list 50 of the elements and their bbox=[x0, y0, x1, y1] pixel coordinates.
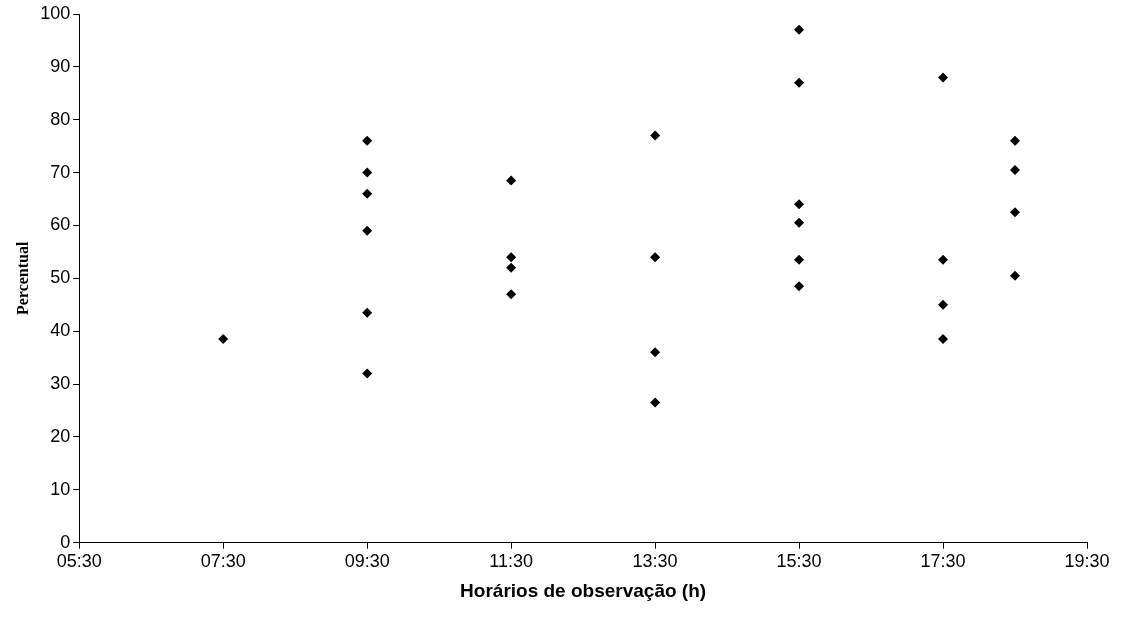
point bbox=[938, 334, 949, 345]
y-tick-label: 50 bbox=[50, 267, 71, 288]
point bbox=[794, 24, 805, 35]
point bbox=[794, 254, 805, 265]
y-tick-label: 20 bbox=[50, 425, 71, 446]
x-tick-label: 15:30 bbox=[776, 551, 822, 572]
y-tick-label: 30 bbox=[50, 372, 71, 393]
y-tick-label: 40 bbox=[50, 320, 71, 341]
point bbox=[1010, 207, 1021, 218]
point bbox=[506, 262, 517, 273]
point bbox=[506, 252, 517, 263]
y-tick-label: 90 bbox=[50, 55, 71, 76]
point bbox=[794, 77, 805, 88]
point bbox=[650, 252, 661, 263]
point bbox=[362, 135, 373, 146]
point bbox=[794, 199, 805, 210]
x-tick-label: 19:30 bbox=[1064, 551, 1110, 572]
point bbox=[938, 254, 949, 265]
y-tick-label: 10 bbox=[50, 478, 71, 499]
y-axis-title: Percentual bbox=[13, 241, 31, 316]
y-tick-label: 80 bbox=[50, 108, 71, 129]
x-tick-label: 17:30 bbox=[920, 551, 966, 572]
point bbox=[650, 130, 661, 141]
x-tick-label: 09:30 bbox=[344, 551, 390, 572]
point bbox=[938, 72, 949, 83]
point bbox=[1010, 135, 1021, 146]
point bbox=[362, 368, 373, 379]
point bbox=[794, 217, 805, 228]
point bbox=[362, 307, 373, 318]
y-tick-label: 70 bbox=[50, 161, 71, 182]
y-tick-label: 100 bbox=[40, 2, 71, 23]
x-tick-label: 05:30 bbox=[56, 551, 102, 572]
point bbox=[1010, 270, 1021, 281]
point bbox=[506, 175, 517, 186]
point bbox=[506, 289, 517, 300]
y-tick-label: 60 bbox=[50, 214, 71, 235]
point bbox=[938, 299, 949, 310]
point bbox=[362, 188, 373, 199]
point bbox=[650, 397, 661, 408]
x-tick-label: 07:30 bbox=[200, 551, 246, 572]
x-tick-label: 11:30 bbox=[489, 551, 533, 572]
point bbox=[1010, 164, 1021, 175]
point bbox=[362, 225, 373, 236]
point bbox=[218, 334, 229, 345]
point bbox=[362, 167, 373, 178]
y-tick-label: 0 bbox=[60, 531, 71, 552]
x-tick-label: 13:30 bbox=[632, 551, 678, 572]
point bbox=[794, 281, 805, 292]
point bbox=[650, 347, 661, 358]
x-axis-title: Horários de observação (h) bbox=[460, 579, 707, 601]
